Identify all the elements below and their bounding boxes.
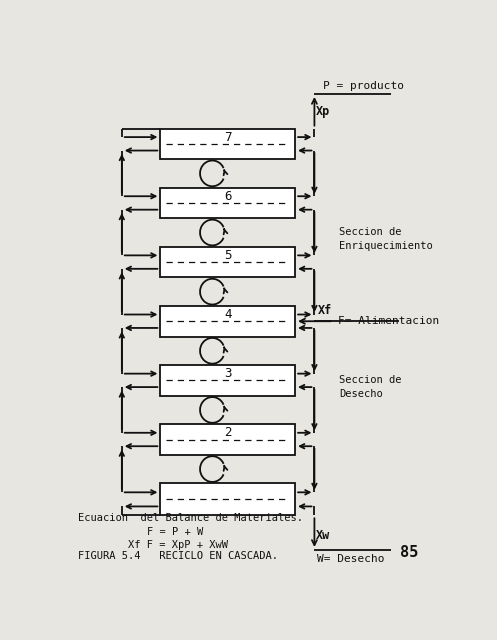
Text: 5: 5 <box>224 249 232 262</box>
Text: F = P + W: F = P + W <box>147 527 203 537</box>
Text: Xp: Xp <box>317 105 331 118</box>
Text: W= Desecho: W= Desecho <box>318 554 385 564</box>
Bar <box>161 483 295 515</box>
Text: 85: 85 <box>400 545 418 560</box>
Bar <box>161 365 295 396</box>
Bar <box>161 424 295 455</box>
Bar <box>161 247 295 277</box>
Text: FIGURA 5.4   RECICLO EN CASCADA.: FIGURA 5.4 RECICLO EN CASCADA. <box>78 552 277 561</box>
Bar <box>161 129 295 159</box>
Text: Ecuacion  del Balance de Materiales.: Ecuacion del Balance de Materiales. <box>78 513 303 523</box>
Text: 4: 4 <box>224 308 232 321</box>
Text: 7: 7 <box>224 131 232 143</box>
Text: Xf F = XpP + XwW: Xf F = XpP + XwW <box>128 540 228 550</box>
Bar <box>161 306 295 337</box>
Text: 2: 2 <box>224 426 232 439</box>
Text: 6: 6 <box>224 189 232 203</box>
Text: Xf: Xf <box>318 304 331 317</box>
Text: Seccion de
Desecho: Seccion de Desecho <box>339 375 402 399</box>
Text: 3: 3 <box>224 367 232 380</box>
Text: Seccion de
Enriquecimiento: Seccion de Enriquecimiento <box>339 227 433 252</box>
Text: F= Alimentacion: F= Alimentacion <box>338 316 439 326</box>
Text: Xw: Xw <box>317 529 331 541</box>
Bar <box>161 188 295 218</box>
Text: P = producto: P = producto <box>323 81 404 91</box>
